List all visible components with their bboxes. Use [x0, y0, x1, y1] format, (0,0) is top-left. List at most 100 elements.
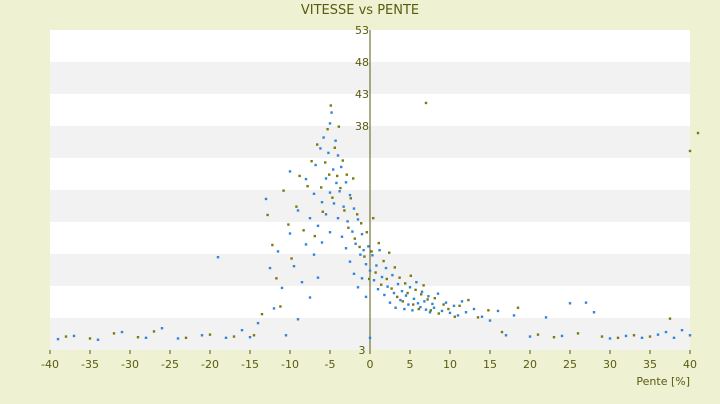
data-point — [436, 292, 440, 295]
data-point — [320, 200, 324, 204]
data-point — [584, 301, 588, 304]
x-tick-label: -30 — [121, 358, 139, 371]
data-point — [340, 165, 343, 169]
data-point — [351, 230, 354, 233]
data-point — [72, 334, 76, 338]
data-point — [304, 177, 308, 181]
data-point — [424, 101, 428, 105]
data-point — [394, 306, 397, 309]
data-point — [310, 160, 313, 163]
data-point — [266, 213, 269, 217]
data-point — [260, 312, 264, 316]
data-point — [427, 295, 430, 298]
x-axis-label: Pente [%] — [636, 375, 690, 388]
data-point — [320, 241, 324, 244]
data-point — [496, 309, 500, 313]
x-tick-label: 10 — [443, 358, 457, 371]
data-point — [464, 311, 468, 314]
data-point — [312, 192, 316, 196]
x-tick-label: -15 — [241, 358, 259, 371]
data-point — [345, 173, 348, 176]
data-point — [688, 149, 692, 153]
data-point — [640, 336, 644, 340]
data-point — [356, 218, 360, 221]
data-point — [329, 104, 332, 107]
data-point — [460, 300, 464, 303]
data-point — [656, 333, 660, 336]
data-point — [290, 257, 293, 260]
data-point — [304, 243, 308, 246]
x-tick-label: -20 — [201, 358, 219, 371]
data-point — [616, 336, 620, 340]
data-point — [279, 305, 282, 308]
data-point — [368, 336, 372, 340]
data-point — [344, 181, 348, 184]
data-point — [424, 308, 428, 311]
data-point — [512, 314, 516, 317]
data-point — [367, 245, 370, 248]
data-point — [368, 269, 372, 272]
data-point — [383, 293, 386, 297]
data-point — [338, 190, 341, 193]
x-tick-label: 5 — [407, 358, 414, 371]
x-axis: -40 -35 -30 -25 -20 -15 -10 -5 0 5 10 15 20 25 30 35 40 — [41, 350, 697, 371]
data-point — [324, 161, 327, 164]
x-tick-label: 40 — [683, 358, 697, 371]
data-point — [144, 336, 148, 340]
data-point — [388, 251, 391, 254]
data-point — [296, 318, 300, 321]
data-point — [316, 276, 320, 279]
data-point — [275, 277, 278, 280]
data-point — [364, 263, 368, 266]
data-point — [256, 321, 260, 325]
data-point — [380, 275, 384, 279]
data-point — [412, 297, 416, 300]
data-points — [56, 101, 700, 341]
data-point — [414, 288, 417, 292]
data-point — [372, 216, 375, 220]
data-point — [412, 303, 415, 306]
data-point — [380, 283, 383, 286]
data-point — [268, 266, 272, 270]
data-point — [600, 335, 604, 338]
data-point — [88, 337, 92, 340]
data-point — [56, 337, 60, 341]
data-point — [336, 216, 340, 220]
data-point — [360, 222, 363, 225]
data-point — [422, 284, 425, 287]
data-point — [365, 231, 368, 234]
data-point — [316, 143, 319, 146]
data-point — [467, 298, 470, 302]
data-point — [411, 309, 414, 312]
x-tick-label: 30 — [603, 358, 617, 371]
data-point — [440, 309, 444, 313]
data-point — [576, 332, 580, 335]
data-point — [376, 288, 380, 291]
data-point — [296, 209, 300, 212]
data-point — [536, 333, 540, 336]
data-point — [458, 304, 461, 308]
data-point — [324, 213, 328, 216]
data-point — [388, 301, 392, 304]
data-point — [302, 229, 305, 232]
data-point — [396, 295, 399, 299]
data-point — [328, 191, 332, 194]
data-point — [363, 255, 366, 258]
data-point — [420, 290, 424, 293]
data-point — [356, 213, 359, 216]
data-point — [368, 277, 371, 281]
data-point — [176, 337, 180, 340]
data-point — [320, 186, 323, 189]
data-point — [319, 147, 322, 150]
data-point — [252, 334, 256, 337]
data-point — [313, 234, 316, 238]
data-point — [544, 316, 548, 319]
data-point — [452, 304, 456, 308]
data-point — [672, 336, 676, 340]
data-point — [200, 334, 204, 337]
data-point — [448, 311, 452, 315]
data-point — [344, 247, 348, 250]
data-point — [668, 317, 672, 320]
data-point — [264, 197, 268, 201]
